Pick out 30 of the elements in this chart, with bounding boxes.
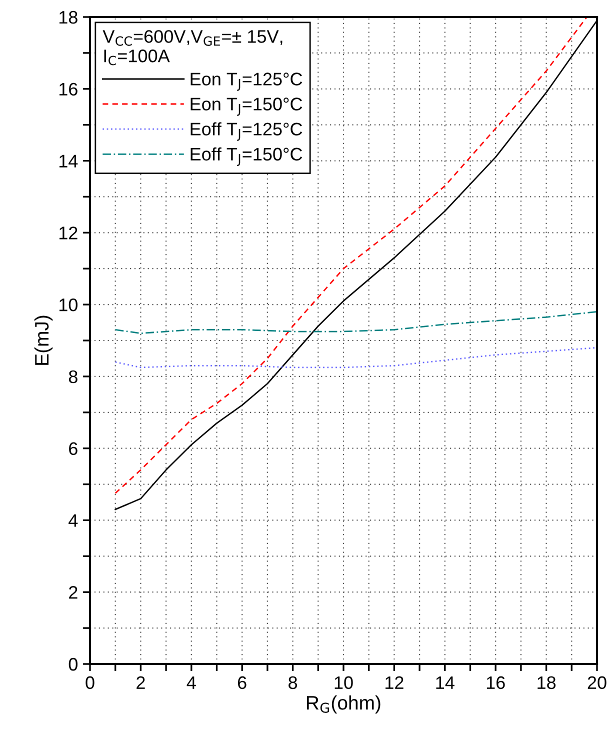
y-tick-label: 0 xyxy=(68,658,78,671)
line-series xyxy=(114,311,597,334)
y-tick-label: 6 xyxy=(69,442,78,456)
x-tick-label: 10 xyxy=(334,676,353,690)
y-tick-label: 10 xyxy=(59,298,78,312)
x-axis-title: R$_{G}$(ohm) xyxy=(306,695,380,714)
x-tick-label: 6 xyxy=(238,676,246,690)
x-tick-label: 4 xyxy=(186,676,196,689)
y-axis-title: E(mJ) xyxy=(34,316,53,365)
x-tick-label: 14 xyxy=(436,676,454,689)
x-tick-label: 12 xyxy=(386,676,404,689)
y-tick-label: 12 xyxy=(59,226,78,240)
x-tick-label: 8 xyxy=(288,676,298,690)
legend-label: Eon T$_{J}$=125°C xyxy=(190,72,302,91)
y-tick-label: 4 xyxy=(68,514,78,527)
x-tick-label: 18 xyxy=(538,676,556,690)
y-tick-label: 2 xyxy=(69,586,78,599)
line-series xyxy=(114,346,597,368)
x-tick-label: 16 xyxy=(486,676,505,690)
x-tick-label: 2 xyxy=(136,676,145,689)
legend-label: Eoff T$_{J}$=150°C xyxy=(190,147,302,166)
x-tick-label: 0 xyxy=(86,676,94,690)
y-tick-label: 8 xyxy=(68,370,78,384)
y-tick-label: 18 xyxy=(59,10,78,24)
y-tick-label: 16 xyxy=(59,82,78,96)
text: V$_{CC}$=600V,V$_{GE}$=± 15V, I$_{C}$=100A xyxy=(102,30,282,66)
x-tick-label: 20 xyxy=(588,676,606,690)
y-tick-label: 14 xyxy=(59,154,78,168)
legend-label: Eoff T$_{J}$=125°C xyxy=(190,122,302,141)
legend-label: Eon T$_{J}$=150°C xyxy=(190,98,302,116)
